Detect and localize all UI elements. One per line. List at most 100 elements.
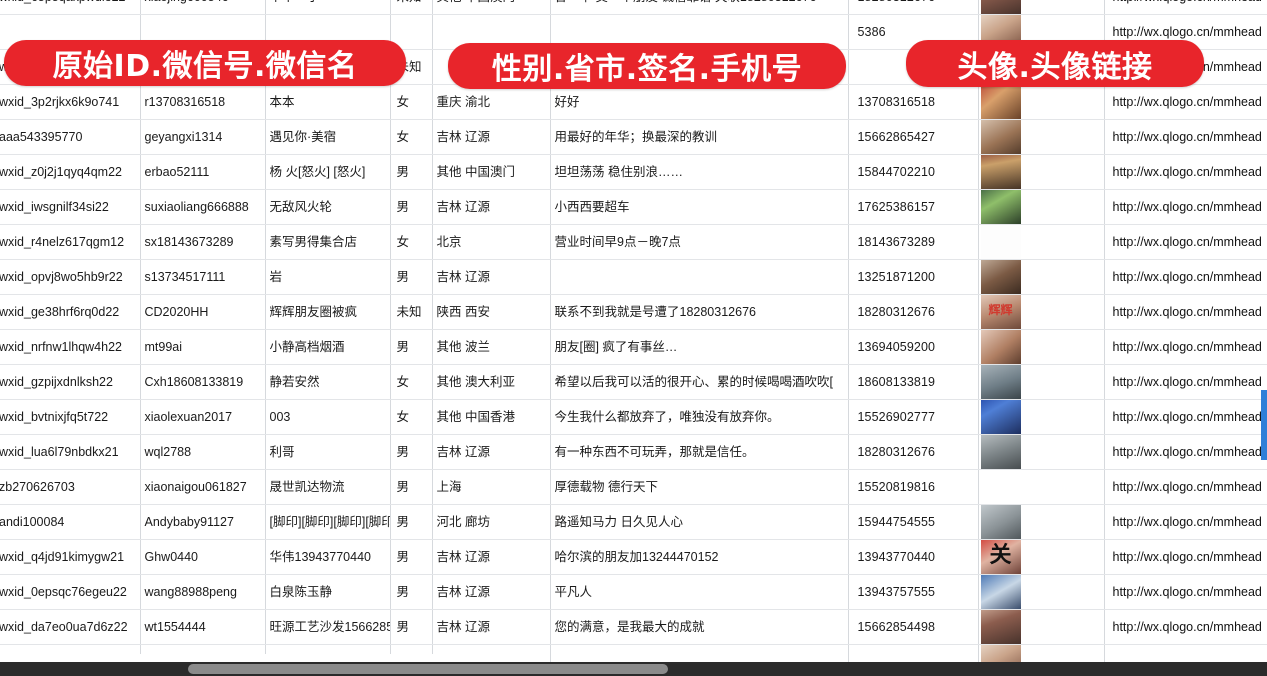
cell-wxno[interactable]: wt1554444: [140, 609, 266, 645]
cell-id[interactable]: wxid_iwsgnilf34si22: [0, 189, 141, 225]
cell-phone[interactable]: 13943757555: [848, 574, 979, 610]
cell-region[interactable]: 上海: [432, 469, 551, 505]
table-row[interactable]: zb270626703 xiaonaigou061827 晟世凯达物流男上海 厚德载物…: [0, 469, 1267, 505]
table-row[interactable]: andi100084 Andybaby91127 [脚印][脚印][脚印][脚印男河…: [0, 504, 1267, 540]
cell-url[interactable]: http://wx.qlogo.cn/mmhead: [1104, 364, 1267, 400]
cell-wxno[interactable]: Cxh18608133819: [140, 364, 266, 400]
cell-wxno[interactable]: Andybaby91127: [140, 504, 266, 540]
cell-sex[interactable]: 未知: [390, 294, 433, 330]
cell-sign[interactable]: 希望以后我可以活的很开心、累的时候喝喝酒吹吹[: [550, 364, 849, 400]
cell-url[interactable]: http://wx.qlogo.cn/mmhead: [1104, 84, 1267, 120]
cell-wxname[interactable]: 无敌风火轮: [265, 189, 391, 225]
cell-avatar[interactable]: [978, 154, 1105, 190]
cell-sex[interactable]: 女: [390, 364, 433, 400]
cell-phone[interactable]: 18280312676: [848, 0, 979, 15]
cell-id[interactable]: wxid_da7eo0ua7d6z22: [0, 609, 141, 645]
table-row[interactable]: wxid_0epsqc76egeu22 wang88988peng 白泉陈玉静男吉林…: [0, 574, 1267, 610]
cell-sign[interactable]: 朋友[圈] 疯了有事丝…: [550, 329, 849, 365]
cell-sex[interactable]: 未知: [390, 0, 433, 15]
cell-sex[interactable]: 男: [390, 539, 433, 575]
cell-sign[interactable]: 哈尔滨的朋友加13244470152: [550, 539, 849, 575]
table-row[interactable]: wxid_opvj8wo5hb9r22 s13734517111 岩男吉林 辽源 13…: [0, 259, 1267, 295]
table-row[interactable]: wxid_ge38hrf6rq0d22 CD2020HH 辉辉朋友圈被疯 未知 陕西 西…: [0, 294, 1267, 330]
cell-avatar[interactable]: [978, 609, 1105, 645]
cell-region[interactable]: 吉林 辽源: [432, 259, 551, 295]
cell-avatar[interactable]: [978, 224, 1105, 260]
table-row[interactable]: wxid_r4nelz617qgm12 sx18143673289 素写男得集合店女…: [0, 224, 1267, 260]
cell-id[interactable]: wxid_3p2rjkx6k9o741: [0, 84, 141, 120]
cell-wxname[interactable]: 华伟13943770440: [265, 539, 391, 575]
cell-region[interactable]: 其他 中国香港: [432, 399, 551, 435]
cell-wxno[interactable]: sx18143673289: [140, 224, 266, 260]
cell-wxno[interactable]: s13734517111: [140, 259, 266, 295]
cell-wxno[interactable]: xiaolexuan2017: [140, 399, 266, 435]
cell-wxno[interactable]: wang88988peng: [140, 574, 266, 610]
cell-wxno[interactable]: geyangxi1314: [140, 119, 266, 155]
cell-id[interactable]: wxid_q4jd91kimygw21: [0, 539, 141, 575]
cell-phone[interactable]: 13708316518: [848, 84, 979, 120]
cell-avatar[interactable]: [978, 189, 1105, 225]
cell-phone[interactable]: 15526902777: [848, 399, 979, 435]
cell-wxname[interactable]: 小静高档烟酒: [265, 329, 391, 365]
table-row[interactable]: wxid_lua6l79nbdkx21 wql2788 利哥男吉林 辽源 有一种东西不…: [0, 434, 1267, 470]
cell-id[interactable]: wxid_z0j2j1qyq4qm22: [0, 154, 141, 190]
cell-sign[interactable]: 合一单 交一个朋友 诚信靠谱 失联18280312676: [550, 0, 849, 15]
cell-id[interactable]: aaa543395770: [0, 119, 141, 155]
cell-id[interactable]: andi100084: [0, 504, 141, 540]
cell-sex[interactable]: 男: [390, 259, 433, 295]
cell-wxname[interactable]: 利哥: [265, 434, 391, 470]
cell-wxno[interactable]: suxiaoliang666888: [140, 189, 266, 225]
cell-sex[interactable]: 男: [390, 154, 433, 190]
cell-wxname[interactable]: 静若安然: [265, 364, 391, 400]
cell-url[interactable]: http://wx.qlogo.cn/mmhead: [1104, 224, 1267, 260]
cell-sign[interactable]: 有一种东西不可玩弄，那就是信任。: [550, 434, 849, 470]
vertical-scrollbar-thumb[interactable]: [1261, 390, 1267, 460]
horizontal-scrollbar[interactable]: [0, 662, 1267, 676]
table-row[interactable]: wxid_z0j2j1qyq4qm22 erbao52111 杨 火[怒火] [怒火…: [0, 154, 1267, 190]
cell-wxname[interactable]: 遇见你·美宿: [265, 119, 391, 155]
cell-region[interactable]: 其他 中国澳门: [432, 154, 551, 190]
cell-url[interactable]: http://wx.qlogo.cn/mmhead: [1104, 399, 1267, 435]
cell-id[interactable]: wxid_ge38hrf6rq0d22: [0, 294, 141, 330]
cell-id[interactable]: wxid_bvtnixjfq5t722: [0, 399, 141, 435]
cell-sex[interactable]: 女: [390, 84, 433, 120]
cell-sign[interactable]: 用最好的年华；换最深的教训: [550, 119, 849, 155]
cell-avatar[interactable]: [978, 574, 1105, 610]
cell-url[interactable]: http://wx.qlogo.cn/mmhead: [1104, 0, 1267, 15]
cell-sign[interactable]: 平凡人: [550, 574, 849, 610]
cell-sign[interactable]: 路遥知马力 日久见人心: [550, 504, 849, 540]
cell-sex[interactable]: 女: [390, 224, 433, 260]
table-row[interactable]: wxid_3p2rjkx6k9o741 r13708316518 本本女重庆 渝北好…: [0, 84, 1267, 120]
cell-sex[interactable]: 男: [390, 574, 433, 610]
cell-id[interactable]: wxid_opvj8wo5hb9r22: [0, 259, 141, 295]
cell-wxname[interactable]: [脚印][脚印][脚印][脚印: [265, 504, 391, 540]
table-row[interactable]: wxid_nrfnw1lhqw4h22 mt99ai 小静高档烟酒男其他 波兰 朋友[…: [0, 329, 1267, 365]
cell-id[interactable]: wxid_0epsqc76egeu22: [0, 574, 141, 610]
cell-phone[interactable]: 13694059200: [848, 329, 979, 365]
cell-sex[interactable]: 女: [390, 399, 433, 435]
cell-wxno[interactable]: Ghw0440: [140, 539, 266, 575]
cell-wxno[interactable]: xiaonaigou061827: [140, 469, 266, 505]
cell-avatar[interactable]: [978, 0, 1105, 15]
cell-wxname[interactable]: 杨 火[怒火] [怒火]: [265, 154, 391, 190]
cell-phone[interactable]: 15662865427: [848, 119, 979, 155]
cell-phone[interactable]: 18143673289: [848, 224, 979, 260]
cell-avatar[interactable]: [978, 504, 1105, 540]
cell-url[interactable]: http://wx.qlogo.cn/mmhead: [1104, 154, 1267, 190]
cell-url[interactable]: http://wx.qlogo.cn/mmhead: [1104, 119, 1267, 155]
cell-sign[interactable]: 营业时间早9点－晚7点: [550, 224, 849, 260]
horizontal-scrollbar-thumb[interactable]: [188, 664, 668, 674]
cell-url[interactable]: http://wx.qlogo.cn/mmhead: [1104, 469, 1267, 505]
cell-wxno[interactable]: wql2788: [140, 434, 266, 470]
cell-region[interactable]: 北京: [432, 224, 551, 260]
cell-avatar[interactable]: 关: [978, 539, 1105, 575]
cell-id[interactable]: wxid_65p5qakpwuie22: [0, 0, 141, 15]
cell-id[interactable]: wxid_r4nelz617qgm12: [0, 224, 141, 260]
cell-phone[interactable]: 15520819816: [848, 469, 979, 505]
cell-avatar[interactable]: [978, 469, 1105, 505]
table-row[interactable]: wxid_gzpijxdnlksh22 Cxh18608133819 静若安然女其他…: [0, 364, 1267, 400]
cell-sex[interactable]: 男: [390, 469, 433, 505]
cell-url[interactable]: http://wx.qlogo.cn/mmhead: [1104, 609, 1267, 645]
cell-sex[interactable]: 女: [390, 119, 433, 155]
cell-region[interactable]: 吉林 辽源: [432, 609, 551, 645]
